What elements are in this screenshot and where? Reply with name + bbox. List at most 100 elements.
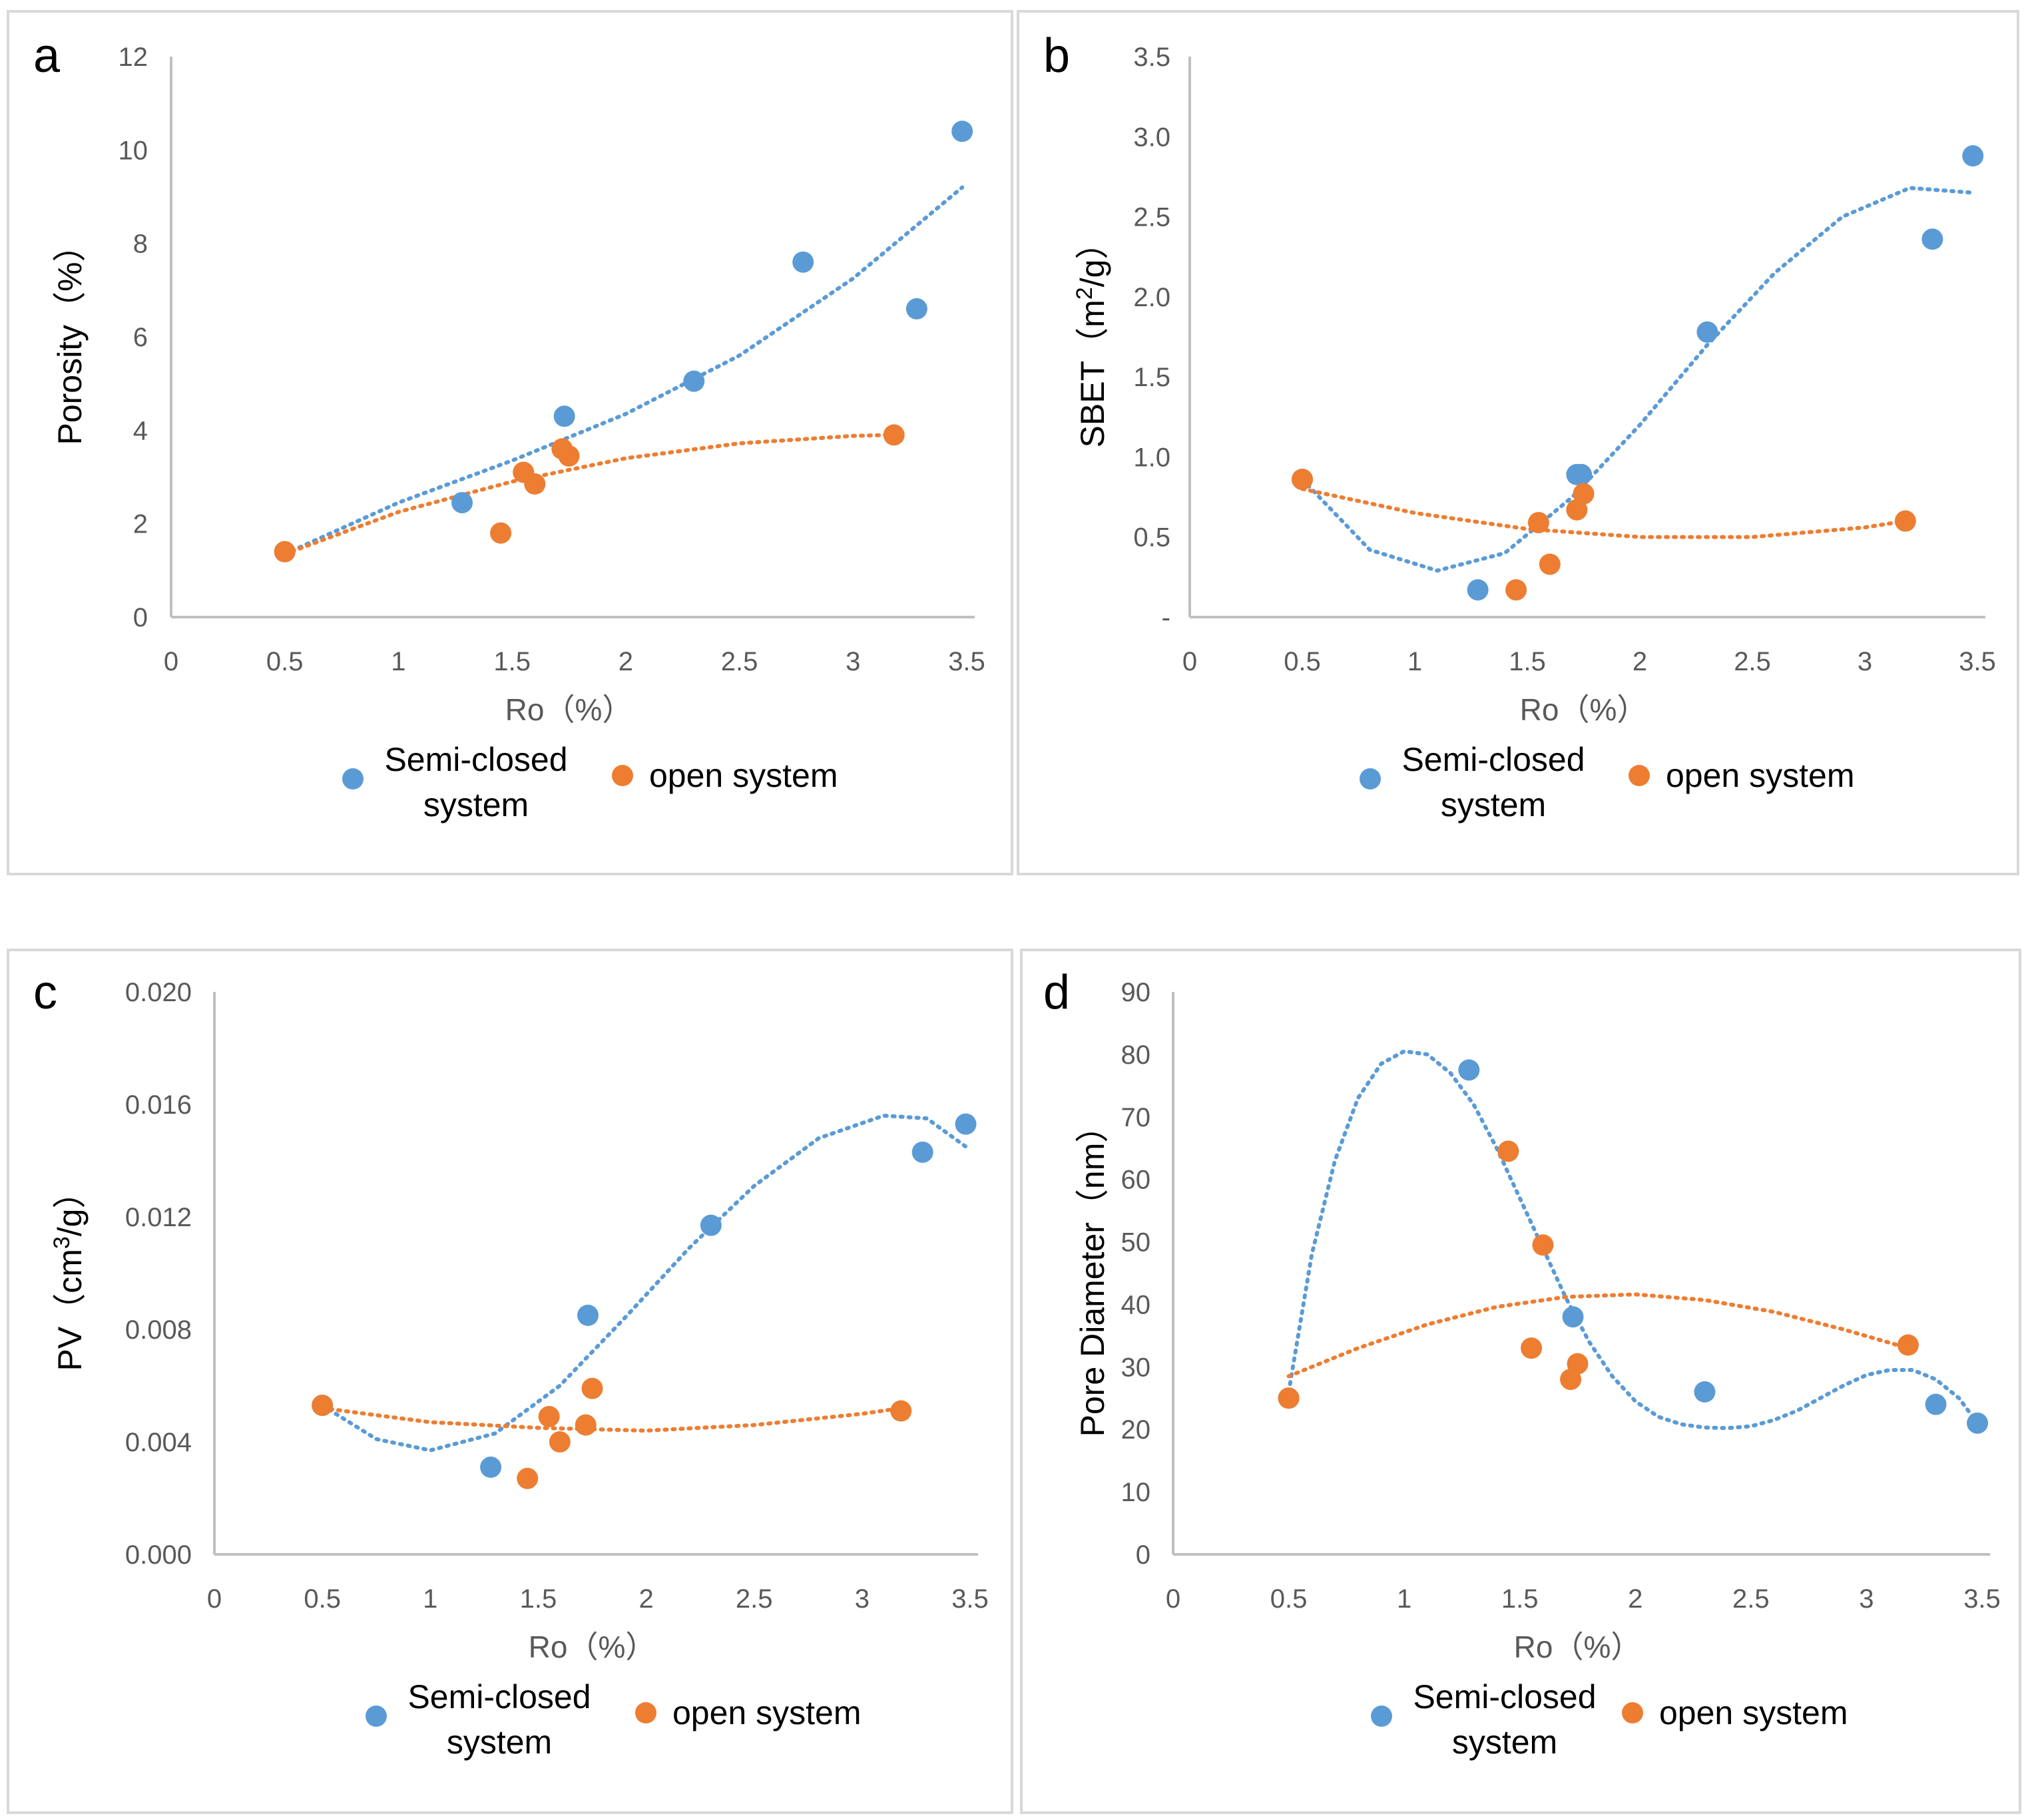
chart-c: c 0 0.5 1 1.5 2 2.5 3 3.5 0.000 0.004 0.008 0.012 0.0… <box>33 966 989 1761</box>
y-tick-label: 0.020 <box>125 978 192 1007</box>
open-system-point <box>274 541 296 563</box>
legend-label-semi-closed-line2: system <box>447 1723 552 1761</box>
open-system-point <box>1521 1337 1543 1359</box>
x-tick-label: 2.5 <box>1732 1584 1770 1614</box>
y-tick-label: 2.0 <box>1133 283 1170 312</box>
x-tick-label: 2 <box>1633 647 1647 676</box>
x-tick-label: 3.5 <box>1963 1584 2001 1614</box>
y-tick-label: 6 <box>133 323 148 352</box>
x-tick-label: 3.5 <box>948 647 985 676</box>
panel-a-frame <box>7 10 1013 875</box>
y-tick-label: 0.016 <box>125 1090 192 1120</box>
open-system-trendline <box>320 1406 903 1433</box>
semi-closed-point <box>1458 1059 1480 1081</box>
legend-marker-open-system <box>612 765 633 786</box>
y-tick-label: 12 <box>119 43 148 72</box>
semi-closed-point <box>955 1113 977 1135</box>
x-tick-label: 0 <box>164 647 178 676</box>
x-tick-label: 3 <box>1859 1584 1874 1614</box>
open-system-point <box>538 1405 560 1427</box>
open-system-point <box>1897 1334 1919 1356</box>
semi-closed-point <box>1562 1306 1584 1328</box>
y-tick-label: - <box>1162 603 1170 632</box>
legend-marker-semi-closed <box>1371 1706 1392 1727</box>
panel-letter-b: b <box>1043 29 1070 83</box>
x-tick-label: 2 <box>1628 1584 1643 1614</box>
x-tick-label: 2.5 <box>736 1584 773 1614</box>
open-system-point <box>1567 1353 1589 1375</box>
open-system-point <box>1527 512 1549 534</box>
open-system-point <box>575 1414 597 1436</box>
semi-closed-point <box>480 1457 502 1479</box>
x-axis-title: Ro（%） <box>1514 1630 1642 1664</box>
semi-closed-point <box>792 251 814 273</box>
open-system-point <box>1566 499 1588 521</box>
y-tick-label: 0.5 <box>1133 523 1170 553</box>
x-tick-label: 2.5 <box>1734 647 1771 676</box>
y-tick-label: 3.5 <box>1133 43 1170 72</box>
open-system-point <box>549 1431 571 1453</box>
y-tick-label: 0.012 <box>125 1203 192 1232</box>
legend-entry-semi-closed: Semi-closed system <box>1371 1678 1597 1761</box>
y-tick-label: 3.0 <box>1133 122 1170 152</box>
legend-label-open-system: open system <box>1666 757 1854 794</box>
semi-closed-point <box>1696 321 1718 343</box>
open-system-point <box>1505 579 1527 601</box>
legend-marker-semi-closed <box>1360 768 1381 790</box>
y-axis-title-main: SBET（m <box>1074 300 1111 447</box>
semi-closed-point <box>683 370 705 392</box>
y-axis-title-main: PV（cm <box>51 1249 89 1371</box>
x-tick-label: 1.5 <box>1509 647 1546 676</box>
legend-marker-semi-closed <box>342 768 364 790</box>
y-tick-label: 0 <box>133 603 148 632</box>
x-tick-label: 0 <box>1166 1584 1180 1614</box>
y-tick-label: 1.0 <box>1133 443 1170 472</box>
open-system-point <box>490 522 512 544</box>
legend-entry-open-system: open system <box>1629 757 1854 794</box>
legend-label-semi-closed: Semi-closed <box>1401 741 1585 778</box>
x-tick-label: 3.5 <box>1959 647 1996 676</box>
x-tick-label: 1 <box>423 1584 437 1614</box>
panel-letter-d: d <box>1043 966 1070 1019</box>
x-tick-label: 0 <box>1182 647 1197 676</box>
y-tick-label: 20 <box>1121 1415 1151 1445</box>
open-system-point <box>1573 483 1595 505</box>
open-system-trendline <box>282 433 896 557</box>
legend-marker-open-system <box>1629 765 1650 786</box>
y-tick-label: 50 <box>1121 1228 1151 1257</box>
y-tick-label: 4 <box>133 416 148 445</box>
y-tick-label: 0.008 <box>125 1315 192 1345</box>
legend-entry-open-system: open system <box>635 1694 861 1731</box>
semi-closed-point <box>951 120 973 142</box>
legend-label-semi-closed-line2: system <box>423 786 529 823</box>
open-system-trendline <box>1286 1292 1910 1379</box>
semi-closed-point <box>1967 1412 1989 1434</box>
semi-closed-point <box>1694 1381 1716 1403</box>
x-tick-label: 1.5 <box>493 647 531 676</box>
open-system-point <box>1894 510 1916 532</box>
x-tick-label: 1 <box>1397 1584 1411 1614</box>
legend-label-semi-closed: Semi-closed <box>384 741 567 778</box>
x-tick-label: 0.5 <box>1270 1584 1308 1614</box>
semi-closed-point <box>700 1214 722 1236</box>
semi-closed-point <box>451 492 473 514</box>
semi-closed-trendline <box>1300 186 1975 573</box>
x-tick-label: 0 <box>207 1584 222 1614</box>
chart-d: d 0 0.5 1 1.5 2 2.5 3 3.5 0 10 20 30 40 50 60 70 80 90 Ro（%… <box>1043 966 2001 1761</box>
y-tick-label: 0.004 <box>125 1428 192 1457</box>
y-axis-title: PV（cm3/g） <box>49 1176 89 1371</box>
open-system-point <box>883 424 905 446</box>
semi-closed-point <box>1467 579 1489 601</box>
legend-marker-open-system <box>1622 1702 1643 1723</box>
chart-a: a 0 0.5 1 1.5 2 2.5 3 3.5 0 2 4 6 8 10 12 Ro（%） Porosity（… <box>33 29 985 823</box>
panel-letter-c: c <box>33 966 57 1019</box>
y-axis-title: SBET（m2/g） <box>1072 226 1111 448</box>
y-tick-label: 80 <box>1121 1040 1151 1070</box>
legend-entry-semi-closed: Semi-closed system <box>1360 741 1585 823</box>
x-tick-label: 2.5 <box>721 647 758 676</box>
panel-c-frame <box>7 949 1013 1814</box>
x-axis-title: Ro（%） <box>1520 692 1648 727</box>
x-tick-label: 1.5 <box>1501 1584 1539 1614</box>
x-tick-label: 3.5 <box>951 1584 989 1614</box>
